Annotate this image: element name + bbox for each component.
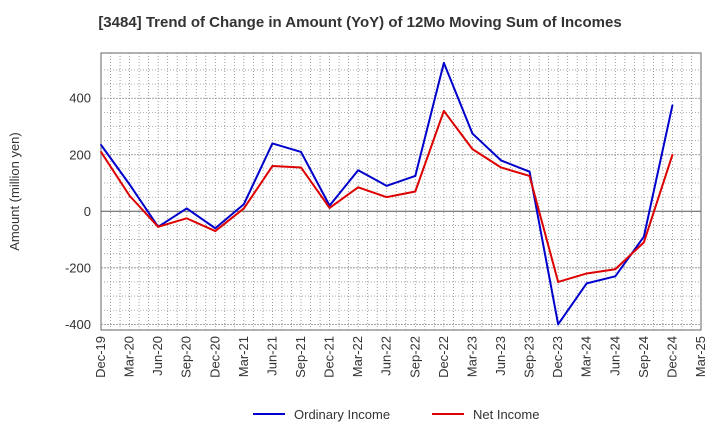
data-point <box>242 203 245 206</box>
x-tick-label: Mar-25 <box>693 336 708 377</box>
y-tick-label: -200 <box>65 260 91 275</box>
y-tick-label: 0 <box>84 204 91 219</box>
data-point <box>300 166 302 169</box>
x-tick-label: Sep-22 <box>407 336 422 378</box>
x-tick-label: Mar-22 <box>350 336 365 377</box>
data-point <box>614 275 617 278</box>
data-point <box>100 143 102 146</box>
data-point <box>585 282 588 285</box>
x-tick-label: Jun-23 <box>493 336 508 376</box>
data-point <box>100 151 102 153</box>
legend-label-1: Net Income <box>473 407 539 422</box>
data-point <box>157 225 160 228</box>
y-tick-label: -400 <box>65 317 91 332</box>
x-tick-label: Mar-20 <box>122 336 137 377</box>
series-line-0 <box>100 61 674 326</box>
data-point <box>642 235 645 238</box>
x-tick-label: Sep-20 <box>179 336 194 378</box>
data-point <box>214 230 217 232</box>
data-point <box>471 132 474 135</box>
data-point <box>385 196 388 199</box>
data-point <box>128 183 131 186</box>
x-tick-label: Jun-24 <box>607 336 622 376</box>
x-tick-label: Dec-21 <box>322 336 337 378</box>
x-tick-label: Dec-19 <box>93 336 108 378</box>
data-point <box>528 175 531 177</box>
x-tick-label: Mar-23 <box>464 336 479 377</box>
data-point <box>300 151 302 153</box>
x-tick-label: Sep-21 <box>293 336 308 378</box>
x-tick-label: Sep-24 <box>636 336 651 378</box>
x-tick-label: Mar-21 <box>236 336 251 377</box>
x-tick-label: Dec-22 <box>436 336 451 378</box>
x-tick-label: Jun-22 <box>379 336 394 376</box>
data-point <box>242 207 245 210</box>
data-point <box>357 186 360 189</box>
x-tick-label: Mar-24 <box>579 336 594 377</box>
data-point <box>557 323 560 326</box>
x-tick-label: Dec-23 <box>550 336 565 378</box>
data-point <box>214 227 217 230</box>
data-point <box>414 175 417 177</box>
data-point <box>442 110 445 112</box>
y-axis-label: Amount (million yen) <box>7 132 22 251</box>
data-point <box>557 281 560 283</box>
data-point <box>642 241 645 244</box>
data-point <box>585 272 588 275</box>
data-point <box>357 169 360 172</box>
x-tick-label: Dec-20 <box>207 336 222 378</box>
data-point <box>385 184 388 187</box>
data-point <box>128 194 131 197</box>
data-point <box>328 206 331 209</box>
data-point <box>271 165 274 167</box>
y-tick-label: 200 <box>69 147 91 162</box>
x-tick-label: Sep-23 <box>522 336 537 378</box>
x-tick-label: Jun-20 <box>150 336 165 376</box>
data-point <box>185 207 188 210</box>
data-point <box>500 159 502 162</box>
chart-title: [3484] Trend of Change in Amount (YoY) o… <box>98 14 622 31</box>
data-point <box>614 268 617 271</box>
data-point <box>185 217 188 220</box>
data-point <box>671 104 674 107</box>
data-point <box>671 153 674 156</box>
x-tick-label: Dec-24 <box>664 336 679 378</box>
x-tick-label: Jun-21 <box>264 336 279 376</box>
data-point <box>528 170 531 173</box>
data-point <box>271 142 274 145</box>
legend-label-0: Ordinary Income <box>294 407 390 422</box>
data-point <box>471 148 474 151</box>
data-point <box>414 190 417 193</box>
y-tick-label: 400 <box>69 91 91 106</box>
data-point <box>500 166 502 169</box>
data-point <box>442 61 445 64</box>
plot-frame <box>100 52 702 331</box>
